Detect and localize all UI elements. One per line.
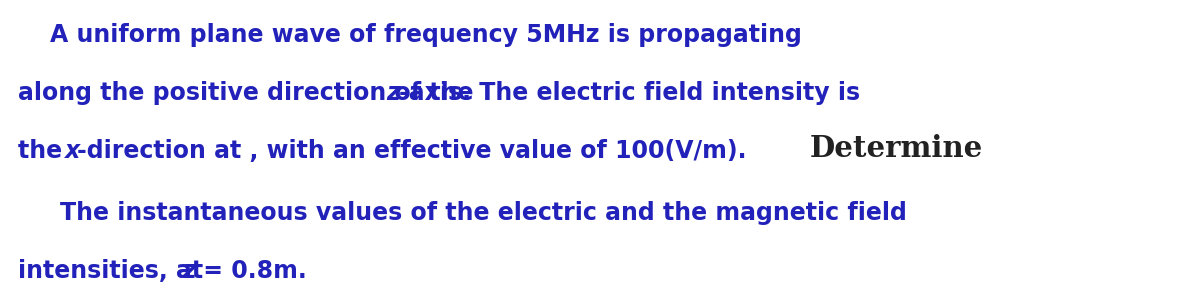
Text: -direction at , with an effective value of 100(V/m).: -direction at , with an effective value … bbox=[77, 139, 746, 163]
Text: -axis. The electric field intensity is: -axis. The electric field intensity is bbox=[398, 81, 860, 105]
Text: Determine: Determine bbox=[810, 134, 983, 163]
Text: x: x bbox=[65, 139, 80, 163]
Text: intensities, at: intensities, at bbox=[18, 259, 211, 283]
Text: A uniform plane wave of frequency 5MHz is propagating: A uniform plane wave of frequency 5MHz i… bbox=[50, 23, 802, 47]
Text: z: z bbox=[182, 259, 196, 283]
Text: = 0.8m.: = 0.8m. bbox=[194, 259, 307, 283]
Text: z: z bbox=[386, 81, 400, 105]
Text: The instantaneous values of the electric and the magnetic field: The instantaneous values of the electric… bbox=[60, 201, 907, 225]
Text: the: the bbox=[18, 139, 71, 163]
Text: along the positive direction of the: along the positive direction of the bbox=[18, 81, 481, 105]
